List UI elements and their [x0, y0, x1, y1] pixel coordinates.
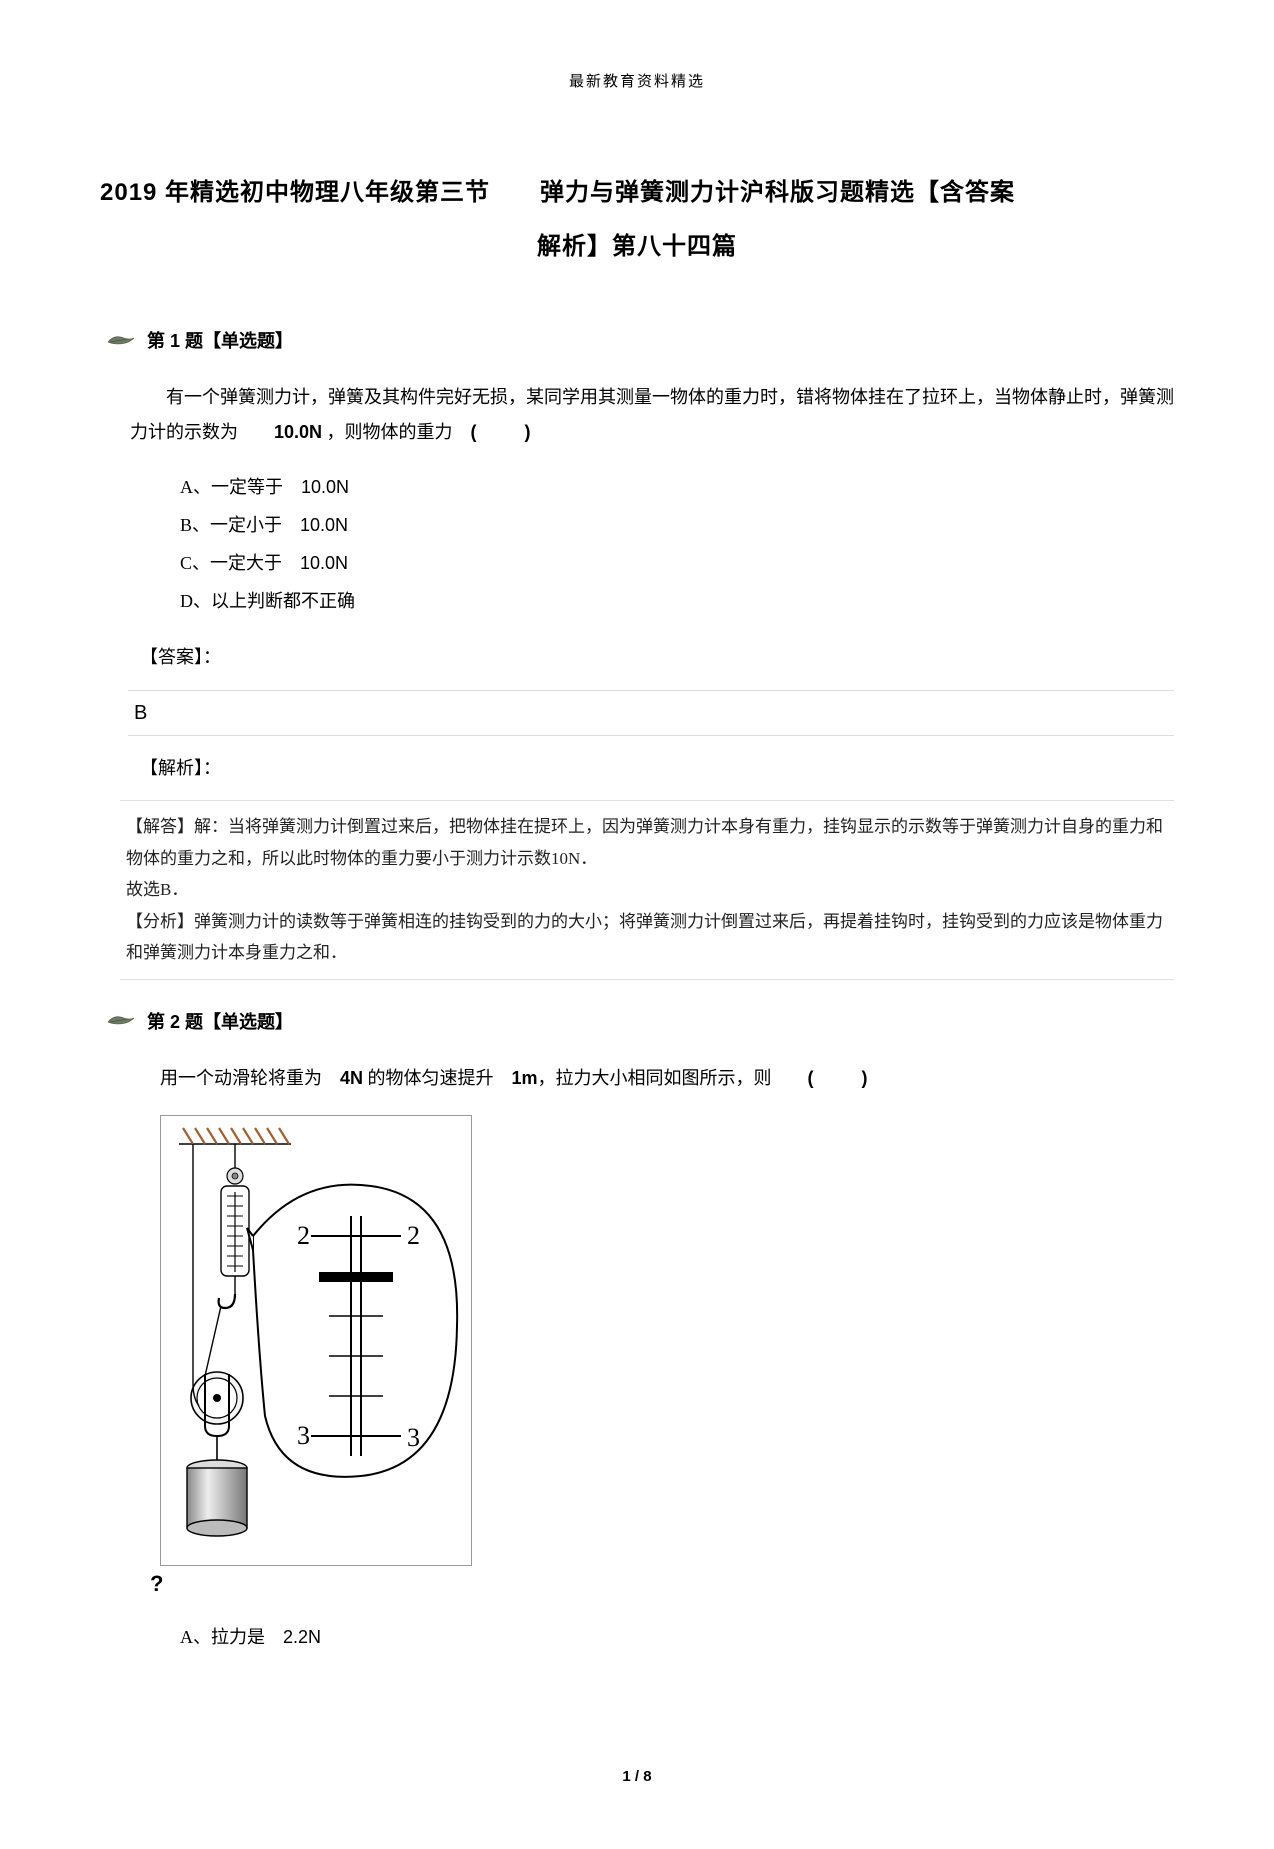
question-1-choices: A、一定等于 10.0N B、一定小于 10.0N C、一定大于 10.0N D…	[180, 469, 1174, 619]
q2-body-p3: ，拉力大小相同如图所示，则	[538, 1068, 808, 1088]
feather-icon	[106, 328, 136, 357]
analysis-p2: 故选B．	[126, 874, 1168, 905]
answer-value: B	[128, 690, 1174, 736]
q1-body-bold: 10.0N	[274, 422, 322, 442]
q2-choice-a-value: 2.2N	[283, 1627, 321, 1647]
scale-label-2-right: 2	[407, 1221, 420, 1250]
analysis-label: 【解析】：	[140, 754, 1174, 783]
q1-header-prefix: 第	[147, 331, 170, 351]
feather-icon	[106, 1008, 136, 1037]
q1-body-text: 有一个弹簧测力计，弹簧及其构件完好无损，某同学用其测量一物体的重力时，错将物体挂…	[130, 380, 1174, 448]
q1-paren: ( )	[471, 422, 535, 442]
page-total: 8	[643, 1768, 651, 1785]
page-sep: /	[631, 1768, 644, 1785]
question-2-choices: A、拉力是 2.2N	[180, 1619, 1174, 1655]
q2-body-p1: 用一个动滑轮将重为	[160, 1068, 340, 1088]
document-title-line2: 解析】第八十四篇	[100, 228, 1174, 266]
q2-choice-a-label: A、拉力是	[180, 1627, 283, 1647]
q1-body-p2: ，则物体的重力	[322, 422, 471, 442]
scale-label-3-right: 3	[407, 1423, 420, 1452]
question-mark: ?	[150, 1566, 1174, 1601]
choice-a: A、一定等于 10.0N	[180, 469, 1174, 505]
scale-label-2-left: 2	[297, 1221, 310, 1250]
q2-body-b2: 1m	[512, 1068, 538, 1088]
choice-a-value: 10.0N	[301, 477, 349, 497]
q2-number: 2	[170, 1012, 180, 1032]
q1-header-suffix: 题【单选题】	[180, 331, 293, 351]
q1-number: 1	[170, 331, 180, 351]
q2-choice-a: A、拉力是 2.2N	[180, 1619, 1174, 1655]
title-year: 2019	[100, 179, 157, 206]
q2-paren: ( )	[808, 1068, 872, 1088]
choice-c-value: 10.0N	[300, 553, 348, 573]
page-header: 最新教育资料精选	[100, 70, 1174, 94]
question-2-header: 第 2 题【单选题】	[100, 1008, 1174, 1038]
choice-c: C、一定大于 10.0N	[180, 545, 1174, 581]
q2-body-p2: 的物体匀速提升	[363, 1068, 512, 1088]
choice-b-value: 10.0N	[300, 515, 348, 535]
choice-b-label: B、一定小于	[180, 515, 300, 535]
q2-header-prefix: 第	[147, 1012, 170, 1032]
analysis-p1: 【解答】解：当将弹簧测力计倒置过来后，把物体挂在提环上，因为弹簧测力计本身有重力…	[126, 811, 1168, 874]
page-current: 1	[622, 1768, 630, 1785]
title-rest: 年精选初中物理八年级第三节 弹力与弹簧测力计沪科版习题精选【含答案	[157, 179, 1015, 206]
q2-header-suffix: 题【单选题】	[180, 1012, 293, 1032]
page-footer: 1 / 8	[100, 1765, 1174, 1789]
scale-label-3-left: 3	[297, 1421, 310, 1450]
question-1-body: 有一个弹簧测力计，弹簧及其构件完好无损，某同学用其测量一物体的重力时，错将物体挂…	[130, 380, 1174, 448]
choice-d: D、以上判断都不正确	[180, 583, 1174, 619]
choice-a-label: A、一定等于	[180, 477, 301, 497]
pulley-diagram: 2 2 3 3	[160, 1115, 472, 1566]
question-2-body: 用一个动滑轮将重为 4N 的物体匀速提升 1m，拉力大小相同如图所示，则 ( )	[160, 1061, 1174, 1095]
document-title-line1: 2019 年精选初中物理八年级第三节 弹力与弹簧测力计沪科版习题精选【含答案	[100, 174, 1174, 212]
analysis-p3: 【分析】弹簧测力计的读数等于弹簧相连的挂钩受到的力的大小；将弹簧测力计倒置过来后…	[126, 906, 1168, 969]
spring-scale-icon	[219, 1168, 249, 1308]
ceiling-hatch-icon	[179, 1128, 291, 1144]
q2-body-b1: 4N	[340, 1068, 363, 1088]
answer-label: 【答案】：	[140, 643, 1174, 672]
weight-block-icon	[187, 1460, 247, 1536]
analysis-content: 【解答】解：当将弹簧测力计倒置过来后，把物体挂在提环上，因为弹簧测力计本身有重力…	[120, 800, 1174, 979]
choice-b: B、一定小于 10.0N	[180, 507, 1174, 543]
question-1-header: 第 1 题【单选题】	[100, 327, 1174, 357]
choice-c-label: C、一定大于	[180, 553, 300, 573]
